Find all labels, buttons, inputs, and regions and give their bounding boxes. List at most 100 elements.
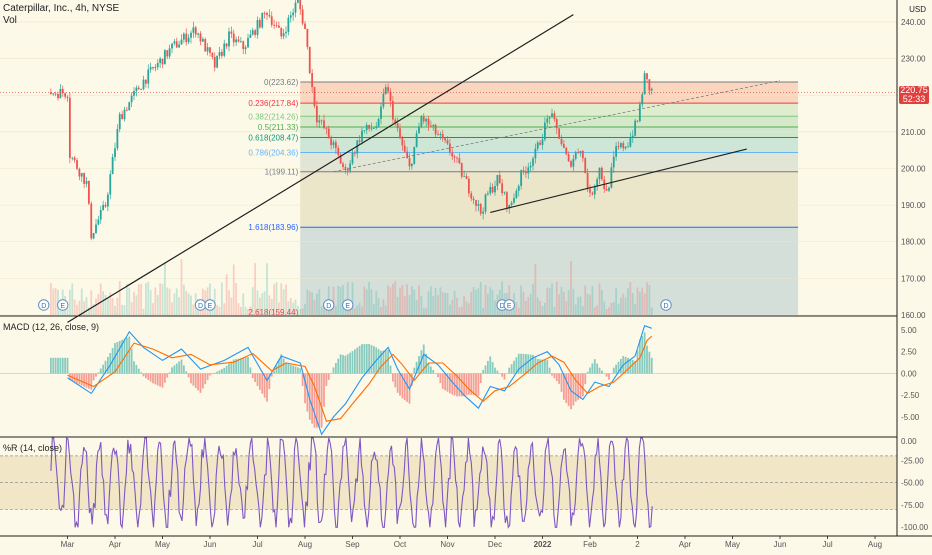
candle-body — [52, 94, 54, 95]
volume-bar — [558, 294, 560, 315]
bar-countdown: 52:33 — [899, 95, 929, 104]
volume-bar — [356, 305, 358, 315]
candle-body — [280, 28, 282, 37]
candle-body — [116, 129, 118, 148]
candle-body — [591, 193, 593, 195]
macd-histogram-bar — [143, 373, 145, 376]
macd-histogram-bar — [230, 362, 232, 374]
candle-body — [249, 35, 251, 38]
volume-bar — [515, 302, 517, 315]
candle-body — [627, 147, 629, 148]
candle-body — [492, 187, 494, 192]
fib-level-label: 0.382(214.26) — [248, 112, 298, 121]
macd-histogram-bar — [644, 332, 646, 373]
volume-bar — [487, 294, 489, 315]
candle-body — [385, 87, 387, 94]
macd-histogram-bar — [632, 360, 634, 374]
candle-body — [76, 160, 78, 169]
volume-bar — [74, 300, 76, 315]
volume-bar — [188, 293, 190, 315]
volume-bar — [340, 287, 342, 315]
event-marker-D[interactable]: D — [324, 300, 334, 310]
volume-bar — [416, 300, 418, 315]
volume-bar — [363, 286, 365, 315]
event-marker-E[interactable]: E — [58, 300, 68, 310]
candle-body — [406, 152, 408, 159]
candle-body — [140, 89, 142, 90]
volume-bar — [644, 294, 646, 315]
macd-histogram-bar — [399, 373, 401, 395]
price-tick-label: 160.00 — [901, 311, 926, 320]
event-marker-E[interactable]: E — [504, 300, 514, 310]
volume-bar — [157, 295, 159, 315]
candle-body — [359, 140, 361, 141]
macd-histogram-bar — [100, 369, 102, 374]
macd-histogram-bar — [67, 358, 69, 374]
price-tick-label: 240.00 — [901, 18, 926, 27]
event-marker-D[interactable]: D — [195, 300, 205, 310]
volume-bar — [235, 283, 237, 315]
candle-body — [461, 163, 463, 176]
macd-histogram-bar — [513, 361, 515, 374]
event-marker-label: E — [208, 303, 213, 310]
candle-body — [219, 52, 221, 56]
candle-body — [518, 186, 520, 191]
macd-histogram-bar — [494, 368, 496, 374]
volume-bar — [551, 283, 553, 315]
volume-bar — [359, 303, 361, 315]
volume-bar — [610, 303, 612, 315]
macd-histogram-bar — [166, 373, 168, 377]
macd-histogram-bar — [523, 354, 525, 374]
macd-histogram-bar — [442, 373, 444, 388]
event-marker-D[interactable]: D — [661, 300, 671, 310]
volume-bar — [128, 288, 130, 315]
candle-body — [245, 47, 247, 49]
volume-bar — [86, 297, 88, 315]
candle-body — [582, 151, 584, 158]
macd-histogram-bar — [347, 354, 349, 374]
candle-body — [95, 225, 97, 233]
candle-body — [266, 13, 268, 15]
time-tick-label: May — [155, 540, 170, 549]
volume-bar — [470, 292, 472, 315]
event-marker-E[interactable]: E — [205, 300, 215, 310]
candle-body — [314, 87, 316, 106]
volume-bar — [219, 307, 221, 315]
candle-body — [485, 194, 487, 211]
candle-body — [537, 143, 539, 149]
volume-bar — [615, 288, 617, 315]
macd-tick-label: -5.00 — [901, 413, 920, 422]
candle-body — [411, 164, 413, 166]
candle-body — [401, 138, 403, 145]
event-marker-label: D — [663, 303, 668, 310]
wr-tick-label: -50.00 — [901, 479, 924, 488]
macd-histogram-bar — [392, 373, 394, 381]
event-marker-D[interactable]: D — [39, 300, 49, 310]
candle-body — [482, 212, 484, 214]
candle-body — [268, 15, 270, 16]
macd-histogram-bar — [394, 373, 396, 387]
volume-bar — [444, 293, 446, 315]
candle-body — [577, 152, 579, 153]
candle-body — [131, 96, 133, 102]
macd-histogram-bar — [266, 373, 268, 401]
candle-body — [470, 193, 472, 198]
volume-bar — [249, 306, 251, 315]
macd-histogram-bar — [413, 368, 415, 374]
fib-zone — [300, 103, 798, 116]
macd-histogram-bar — [128, 337, 130, 374]
volume-bar — [492, 290, 494, 315]
candle-body — [171, 44, 173, 49]
volume-bar — [337, 286, 339, 315]
macd-histogram-bar — [88, 373, 90, 388]
macd-histogram-bar — [582, 373, 584, 396]
wr-tick-label: -75.00 — [901, 501, 924, 510]
macd-histogram-bar — [430, 367, 432, 374]
volume-bar — [641, 288, 643, 315]
event-marker-E[interactable]: E — [343, 300, 353, 310]
macd-histogram-bar — [287, 364, 289, 374]
candle-body — [447, 140, 449, 143]
volume-bar — [454, 291, 456, 315]
macd-histogram-bar — [553, 373, 555, 378]
